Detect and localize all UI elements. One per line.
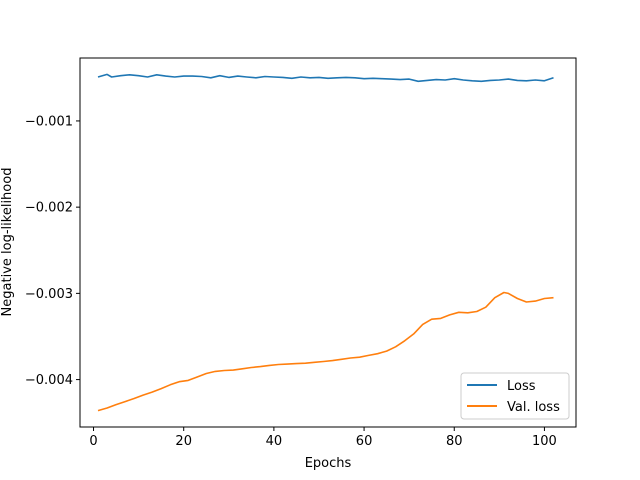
x-tick-label: 100 bbox=[532, 434, 557, 449]
x-tick-label: 0 bbox=[89, 434, 97, 449]
x-tick-label: 40 bbox=[266, 434, 283, 449]
legend: Loss Val. loss bbox=[460, 372, 570, 420]
y-tick-label: −0.001 bbox=[25, 114, 73, 129]
x-tick-label: 80 bbox=[446, 434, 463, 449]
legend-label-loss: Loss bbox=[507, 379, 536, 394]
y-tick-label: −0.004 bbox=[25, 373, 73, 388]
series-line-loss bbox=[97, 73, 554, 83]
x-tick-label: 60 bbox=[356, 434, 373, 449]
series-line-val-loss bbox=[97, 291, 554, 412]
x-tick-label: 20 bbox=[175, 434, 192, 449]
y-tick-label: −0.002 bbox=[25, 201, 73, 216]
legend-label-val-loss: Val. loss bbox=[507, 400, 560, 415]
series-layer bbox=[97, 73, 554, 412]
x-axis-label: Epochs bbox=[305, 456, 352, 471]
plot-frame bbox=[79, 57, 577, 428]
y-axis-ticks: −0.004 −0.003 −0.002 −0.001 bbox=[25, 114, 80, 388]
y-axis-label: Negative log-likelihood bbox=[0, 168, 15, 317]
y-tick-label: −0.003 bbox=[25, 287, 73, 302]
x-axis-ticks: 0 20 40 60 80 100 bbox=[89, 427, 557, 449]
